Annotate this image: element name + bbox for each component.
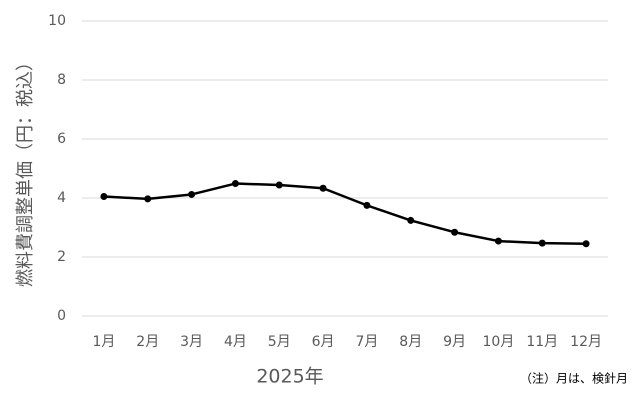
y-tick-label: 2 xyxy=(57,249,66,265)
x-tick-label: 9月 xyxy=(443,334,466,350)
point xyxy=(494,237,502,245)
point xyxy=(363,201,371,209)
point xyxy=(188,190,196,198)
point xyxy=(144,195,152,203)
point xyxy=(100,193,108,201)
point xyxy=(407,216,415,224)
x-tick-label: 8月 xyxy=(399,334,422,350)
x-tick-label: 7月 xyxy=(355,334,378,350)
point xyxy=(319,184,327,192)
x-tick-label: 3月 xyxy=(180,334,203,350)
x-tick-label: 11月 xyxy=(526,334,558,350)
point xyxy=(275,181,283,189)
point xyxy=(451,228,459,236)
x-tick-label: 6月 xyxy=(312,334,335,350)
x-tick-label: 1月 xyxy=(92,334,115,350)
note: （注）月は、検針月 xyxy=(520,371,628,386)
x-axis-label: 2025年 xyxy=(256,366,323,388)
line xyxy=(103,182,587,245)
point xyxy=(538,239,546,247)
point xyxy=(231,180,239,188)
y-axis-label: 燃料費調整単価（円：税込） xyxy=(15,53,36,287)
point xyxy=(582,240,590,248)
y-tick-label: 4 xyxy=(57,190,66,206)
x-tick-label: 2月 xyxy=(136,334,159,350)
y-tick-label: 10 xyxy=(48,13,66,29)
x-tick-label: 5月 xyxy=(268,334,291,350)
x-tick-label: 12月 xyxy=(570,334,602,350)
x-tick-label: 10月 xyxy=(483,334,515,350)
y-tick-label: 0 xyxy=(57,308,66,324)
y-tick-label: 8 xyxy=(57,72,66,88)
y-tick-label: 6 xyxy=(57,131,66,147)
x-tick-label: 4月 xyxy=(224,334,247,350)
